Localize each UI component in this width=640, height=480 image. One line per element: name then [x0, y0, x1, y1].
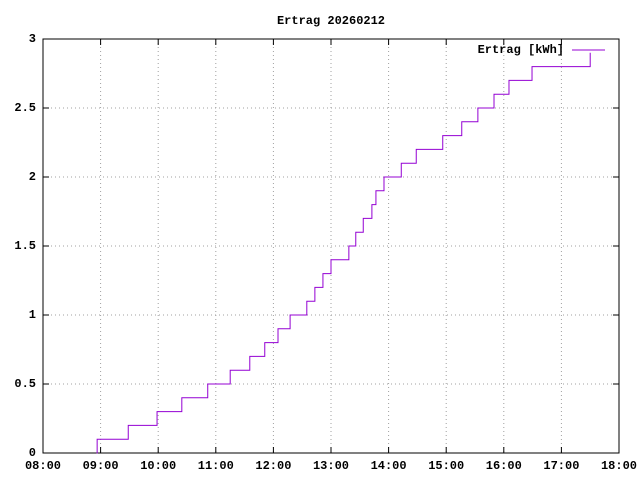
x-tick-label: 15:00 — [428, 459, 464, 473]
legend-label: Ertrag [kWh] — [478, 43, 564, 57]
x-tick-label: 10:00 — [140, 459, 176, 473]
y-tick-label: 2 — [29, 170, 36, 184]
x-tick-label: 18:00 — [601, 459, 637, 473]
x-tick-label: 09:00 — [83, 459, 119, 473]
y-tick-label: 1.5 — [14, 239, 36, 253]
step-line — [96, 52, 591, 454]
y-tick-label: 1 — [29, 308, 36, 322]
x-tick-label: 08:00 — [25, 459, 61, 473]
x-tick-label: 12:00 — [255, 459, 291, 473]
y-tick-label: 2.5 — [14, 101, 36, 115]
y-tick-label: 0.5 — [14, 377, 36, 391]
x-tick-label: 16:00 — [486, 459, 522, 473]
x-tick-label: 14:00 — [371, 459, 407, 473]
x-tick-label: 13:00 — [313, 459, 349, 473]
x-tick-label: 11:00 — [198, 459, 234, 473]
x-tick-label: 17:00 — [543, 459, 579, 473]
chart-title: Ertrag 20260212 — [277, 14, 385, 28]
y-tick-label: 3 — [29, 32, 36, 46]
y-tick-label: 0 — [29, 446, 36, 460]
plot-border — [42, 38, 620, 454]
